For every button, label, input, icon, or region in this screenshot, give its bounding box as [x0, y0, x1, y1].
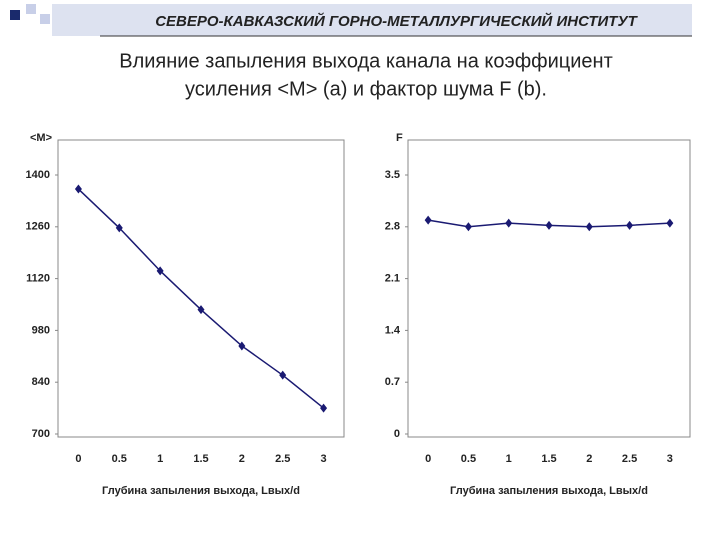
marker — [545, 220, 553, 230]
x-tick-label: 2 — [239, 453, 245, 465]
x-tick-label: 2 — [586, 453, 592, 465]
title-line: Влияние запыления выхода канала на коэфф… — [119, 50, 613, 72]
x-tick-label: 2.5 — [622, 453, 637, 465]
marker — [74, 184, 82, 194]
marker — [156, 266, 164, 276]
x-tick-label: 2.5 — [275, 453, 290, 465]
y-tick-label: 1260 — [26, 221, 50, 233]
x-tick-label: 3 — [321, 453, 327, 465]
x-tick-label: 0 — [75, 453, 81, 465]
x-tick-label: 3 — [667, 453, 673, 465]
marker — [238, 341, 246, 351]
marker — [115, 223, 123, 233]
x-tick-label: 1 — [506, 453, 512, 465]
series-line — [77, 188, 325, 409]
x-axis-label: Глубина запыления выхода, Lвых/d — [450, 485, 648, 497]
marker — [424, 215, 432, 225]
y-tick-label: 2.8 — [385, 221, 400, 233]
marker — [320, 403, 328, 413]
decor-square — [26, 4, 36, 14]
decor-square — [10, 10, 20, 20]
y-axis-label: F — [396, 132, 403, 144]
x-axis-label: Глубина запыления выхода, Lвых/d — [102, 485, 300, 497]
y-tick-label: 700 — [32, 428, 50, 440]
marker — [197, 305, 205, 315]
x-tick-label: 1 — [157, 453, 163, 465]
x-tick-label: 0.5 — [112, 453, 127, 465]
marker — [279, 370, 287, 380]
title-line: усиления <M> (a) и фактор шума F (b). — [185, 78, 547, 100]
header: СЕВЕРО-КАВКАЗСКИЙ ГОРНО-МЕТАЛЛУРГИЧЕСКИЙ… — [155, 12, 638, 30]
marker — [505, 218, 513, 228]
y-tick-label: 980 — [32, 324, 50, 336]
plot-frame — [407, 139, 691, 438]
x-tick-label: 0.5 — [461, 453, 476, 465]
x-tick-label: 1.5 — [541, 453, 556, 465]
y-tick-label: 1120 — [26, 273, 50, 285]
marker — [464, 222, 472, 232]
y-tick-label: 1400 — [26, 169, 50, 181]
decor-square — [40, 14, 50, 24]
marker — [666, 218, 674, 228]
plot-frame — [57, 139, 345, 438]
y-tick-label: 0.7 — [385, 376, 400, 388]
y-tick-label: 840 — [32, 376, 50, 388]
y-axis-label: <M> — [30, 132, 52, 144]
y-tick-label: 2.1 — [385, 273, 400, 285]
marker — [626, 220, 634, 230]
y-tick-label: 0 — [394, 428, 400, 440]
marker — [585, 222, 593, 232]
header-band — [52, 4, 692, 36]
x-tick-label: 0 — [425, 453, 431, 465]
y-tick-label: 1.4 — [385, 324, 401, 336]
y-tick-label: 3.5 — [385, 169, 400, 181]
x-tick-label: 1.5 — [193, 453, 208, 465]
